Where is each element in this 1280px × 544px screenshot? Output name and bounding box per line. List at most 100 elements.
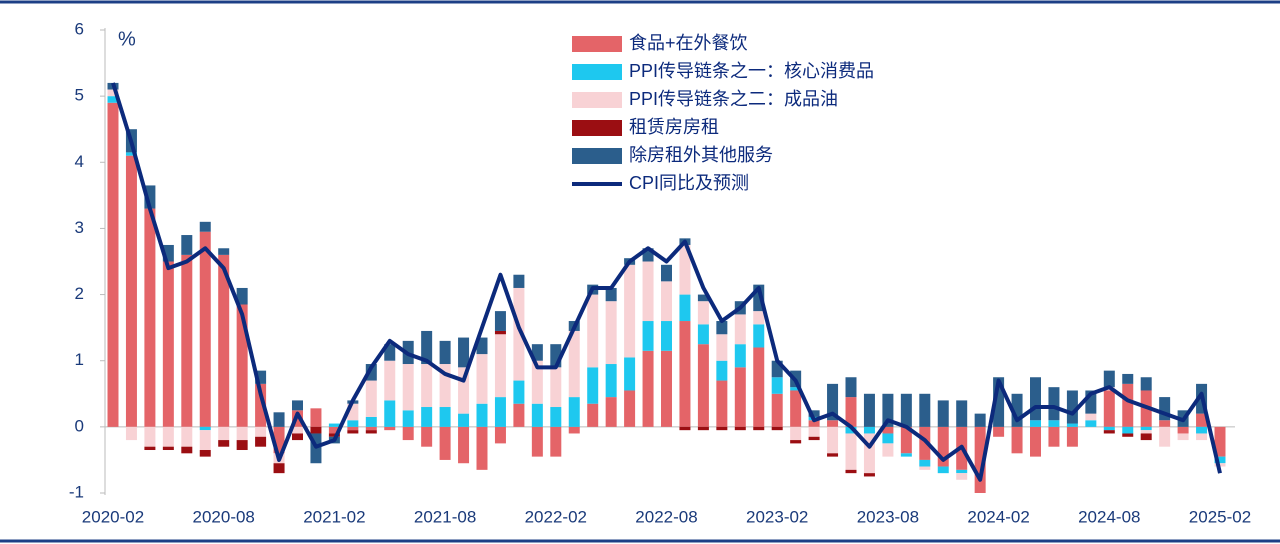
bar-segment: [328, 433, 340, 437]
bar-segment: [1011, 426, 1023, 454]
bar-segment: [845, 397, 857, 427]
bar-segment: [642, 261, 654, 322]
bar-segment: [697, 344, 709, 427]
bar-segment: [199, 426, 211, 431]
bar-segment: [716, 426, 728, 431]
x-tick-label: 2025-02: [1189, 507, 1251, 526]
bar-segment: [697, 301, 709, 325]
bar-segment: [1214, 426, 1226, 457]
bar-segment: [771, 393, 783, 427]
bar-segment: [808, 410, 820, 417]
bar-segment: [900, 426, 912, 454]
bar-segment: [347, 430, 359, 434]
bar-segment: [218, 426, 230, 441]
bar-segment: [1196, 413, 1208, 427]
y-tick-label: -1: [69, 482, 84, 501]
bar-segment: [568, 426, 580, 434]
x-tick-label: 2024-02: [967, 507, 1029, 526]
bar-segment: [218, 254, 230, 427]
bar-segment: [642, 350, 654, 427]
bar-segment: [679, 426, 691, 431]
y-tick-label: 0: [75, 416, 84, 435]
bar-segment: [550, 426, 562, 457]
bar-segment: [199, 450, 211, 457]
bar-segment: [1159, 420, 1171, 427]
bar-segment: [310, 408, 322, 427]
bar-segment: [144, 426, 156, 447]
bar-segment: [919, 466, 931, 470]
bar-segment: [531, 360, 543, 404]
legend-label: 食品+在外餐饮: [629, 33, 748, 53]
bar-segment: [882, 426, 894, 434]
bar-segment: [236, 304, 248, 427]
bar-segment: [1011, 393, 1023, 427]
bar-segment: [605, 301, 617, 365]
bar-segment: [808, 420, 820, 427]
bar-segment: [1140, 377, 1152, 391]
bar-segment: [716, 321, 728, 335]
bar-segment: [162, 446, 174, 451]
bar-segment: [642, 248, 654, 262]
bar-segment: [402, 364, 414, 411]
bar-segment: [181, 426, 193, 447]
bar-segment: [956, 473, 968, 480]
bar-segment: [919, 393, 931, 427]
bar-segment: [790, 440, 802, 444]
bar-segment: [255, 383, 267, 427]
y-tick-label: 2: [75, 284, 84, 303]
bar-segment: [1085, 390, 1097, 414]
bar-segment: [181, 254, 193, 427]
bar-segment: [402, 410, 414, 427]
bar-segment: [1122, 383, 1134, 427]
bar-segment: [1196, 426, 1208, 434]
bar-segment: [1085, 420, 1097, 427]
bar-segment: [365, 364, 377, 381]
bar-segment: [587, 294, 599, 368]
bar-segment: [771, 377, 783, 394]
bar-segment: [697, 324, 709, 345]
bar-segment: [587, 367, 599, 404]
bar-segment: [845, 377, 857, 398]
bar-segment: [310, 426, 322, 434]
bar-segment: [1159, 397, 1171, 421]
x-tick-label: 2023-02: [746, 507, 808, 526]
bar-segment: [255, 370, 267, 384]
bar-segment: [1103, 390, 1115, 427]
x-tick-label: 2022-08: [635, 507, 697, 526]
bar-segment: [292, 426, 303, 434]
bar-segment: [993, 377, 1005, 427]
bar-segment: [421, 330, 433, 365]
bar-segment: [421, 364, 433, 408]
bar-segment: [550, 367, 562, 408]
bar-segment: [458, 367, 470, 414]
y-axis-label: %: [118, 28, 136, 50]
bar-segment: [1214, 456, 1226, 464]
bar-segment: [900, 393, 912, 427]
bar-segment: [365, 416, 377, 427]
bar-segment: [937, 426, 949, 467]
bar-segment: [494, 334, 506, 398]
bar-segment: [236, 287, 248, 305]
x-tick-label: 2022-02: [525, 507, 587, 526]
bar-segment: [439, 407, 451, 427]
bar-segment: [919, 426, 931, 460]
bar-segment: [605, 287, 617, 302]
bar-segment: [439, 364, 451, 408]
bar-segment: [753, 311, 765, 325]
bar-segment: [1066, 390, 1078, 424]
bar-segment: [365, 430, 377, 434]
bar-segment: [863, 393, 875, 427]
bar-segment: [661, 350, 672, 427]
bar-segment: [679, 321, 691, 427]
legend-swatch: [572, 36, 622, 52]
bar-segment: [365, 380, 377, 417]
bar-segment: [1140, 430, 1152, 434]
bar-segment: [974, 426, 986, 493]
bar-segment: [882, 433, 894, 444]
bar-segment: [384, 400, 396, 427]
bar-segment: [550, 407, 562, 427]
bar-segment: [236, 440, 248, 451]
bar-segment: [199, 231, 211, 427]
bar-segment: [1177, 426, 1189, 434]
